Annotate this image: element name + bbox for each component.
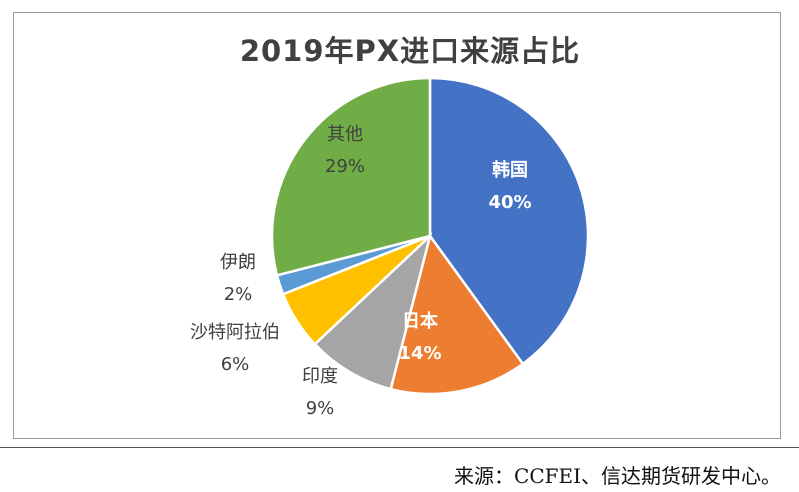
pie-slice-0: [428, 76, 590, 366]
data-label-value: 40%: [488, 192, 531, 213]
chart-title: 2019年PX进口来源占比: [239, 34, 581, 68]
data-label-value: 14%: [398, 343, 441, 364]
data-label-category: 韩国: [492, 159, 528, 181]
data-label-value: 9%: [306, 398, 335, 419]
data-label-category: 日本: [402, 310, 438, 332]
pie-slice-2: [313, 232, 433, 391]
data-label-category: 伊朗: [220, 252, 256, 273]
pie-slice-1: [389, 233, 525, 396]
data-label-category: 其他: [327, 124, 363, 145]
data-label-value: 29%: [325, 156, 365, 177]
data-label-category: 沙特阿拉伯: [190, 322, 280, 343]
divider: [0, 447, 799, 448]
chart-frame: [13, 12, 781, 439]
data-label-value: 2%: [224, 284, 253, 305]
data-label-value: 6%: [221, 354, 250, 375]
pie-slice-5: [270, 76, 432, 277]
data-label-category: 印度: [302, 366, 338, 387]
source-note: 来源：CCFEI、信达期货研发中心。: [454, 464, 781, 488]
